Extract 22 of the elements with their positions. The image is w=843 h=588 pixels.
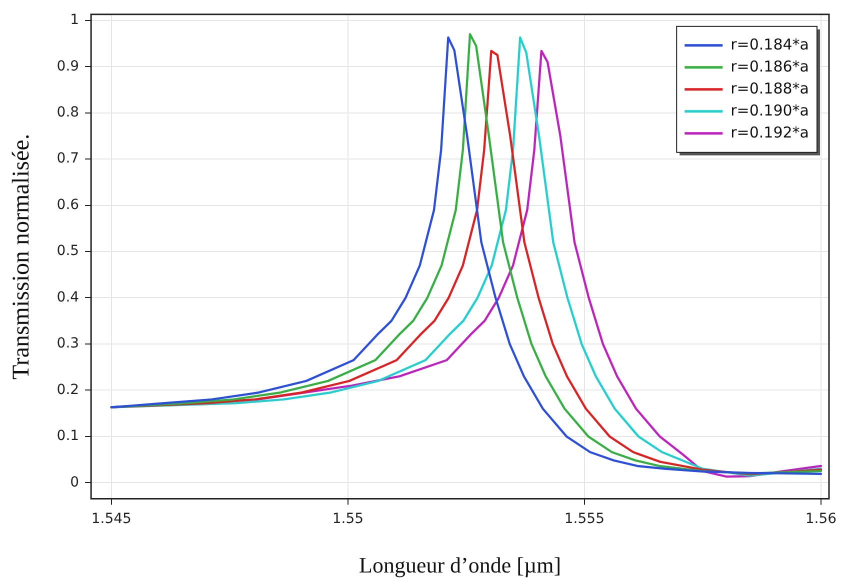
legend-label: r=0.184*a xyxy=(730,35,810,54)
y-tick-label: 0.3 xyxy=(56,336,80,352)
y-tick-label: 1 xyxy=(70,12,80,28)
y-tick-label: 0.8 xyxy=(56,104,80,120)
y-tick-label: 0.2 xyxy=(56,382,80,398)
y-tick-label: 0.1 xyxy=(56,428,80,444)
x-tick-label: 1.545 xyxy=(91,510,132,527)
legend-label: r=0.186*a xyxy=(730,57,810,76)
x-axis-title: Longueur d’onde [µm] xyxy=(359,552,562,578)
y-tick-label: 0.6 xyxy=(56,196,80,213)
y-tick-label: 0 xyxy=(70,474,80,490)
legend-label: r=0.190*a xyxy=(730,101,810,120)
y-tick-label: 0.5 xyxy=(56,243,80,260)
y-tick-label: 0.9 xyxy=(56,58,80,74)
legend-label: r=0.192*a xyxy=(730,123,810,142)
y-tick-label: 0.4 xyxy=(56,289,80,306)
y-tick-label: 0.7 xyxy=(56,150,80,167)
x-tick-label: 1.55 xyxy=(332,510,364,527)
y-axis-title: Transmission normalisée. xyxy=(8,134,35,380)
x-tick-label: 1.555 xyxy=(564,510,604,527)
legend-label: r=0.188*a xyxy=(730,79,810,98)
x-tick-label: 1.56 xyxy=(805,510,837,527)
